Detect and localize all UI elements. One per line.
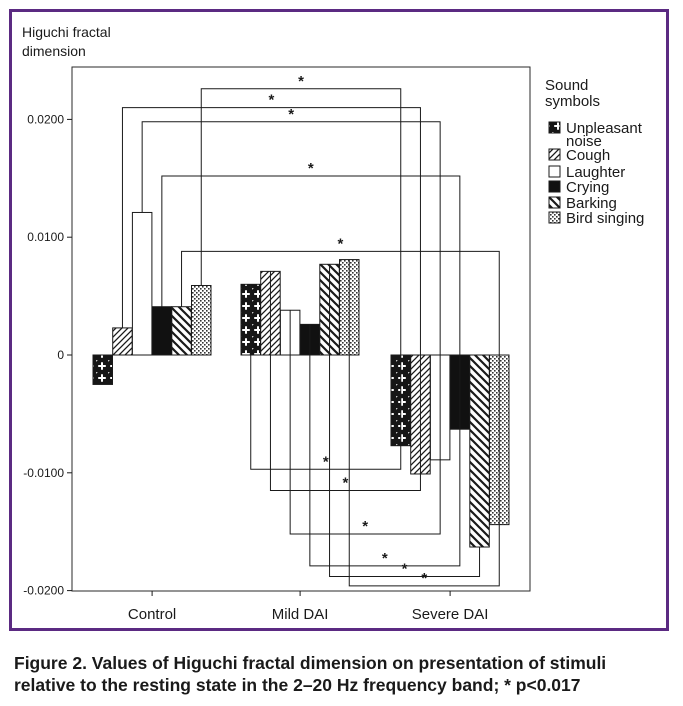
plot-area [71, 66, 531, 592]
significance-bracket [141, 121, 441, 460]
significance-bracket [329, 264, 481, 577]
y-axis-title-line-2: dimension [22, 43, 86, 59]
significance-bracket [161, 175, 461, 430]
legend: Sound symbols UnpleasantnoiseCoughLaught… [545, 77, 644, 227]
significance-bracket [200, 88, 402, 446]
significance-asterisk: * [382, 550, 388, 567]
significance-asterisk: * [402, 560, 408, 577]
bar [171, 306, 192, 356]
legend-label: Cough [566, 147, 610, 164]
legend-title-line-1: Sound [545, 77, 588, 94]
significance-bracket [289, 310, 441, 535]
y-tick-label: 0.0100 [27, 230, 64, 244]
significance-brackets: *********** [121, 73, 500, 587]
significance-asterisk: * [337, 235, 343, 252]
legend-label: Barking [566, 195, 617, 212]
legend-swatch [548, 180, 561, 193]
significance-bracket [250, 284, 402, 470]
bar [191, 284, 212, 356]
significance-asterisk: * [362, 518, 368, 535]
legend-label: noise [566, 133, 602, 150]
figure-caption: Figure 2. Values of Higuchi fractal dime… [14, 652, 679, 696]
legend-swatch [548, 165, 561, 178]
legend-label: Crying [566, 179, 609, 196]
x-axis: Control Mild DAI Severe DAI [128, 591, 489, 623]
significance-asterisk: * [308, 160, 314, 177]
y-axis-title-line-1: Higuchi fractal [22, 24, 111, 40]
significance-asterisk: * [421, 570, 427, 587]
bar [92, 354, 113, 385]
bar [469, 354, 490, 548]
caption-line-1: Figure 2. Values of Higuchi fractal dime… [14, 653, 607, 673]
legend-swatch [548, 148, 561, 161]
significance-asterisk: * [343, 474, 349, 491]
bar [112, 327, 133, 356]
y-tick-label: -0.0200 [23, 584, 64, 598]
legend-swatch [548, 121, 561, 134]
x-category-label: Severe DAI [412, 606, 489, 623]
significance-asterisk: * [298, 73, 304, 90]
significance-asterisk: * [288, 106, 294, 123]
significance-bracket [181, 250, 500, 525]
legend-title-line-2: symbols [545, 93, 600, 110]
legend-swatch [548, 196, 561, 209]
significance-bracket [269, 271, 421, 491]
bar [151, 306, 173, 356]
significance-asterisk: * [323, 453, 329, 470]
caption-line-2: relative to the resting state in the 2–2… [14, 675, 581, 695]
legend-label: Bird singing [566, 210, 644, 227]
significance-bracket [121, 107, 421, 474]
y-tick-label: -0.0100 [23, 466, 64, 480]
legend-swatch [548, 211, 561, 224]
y-tick-label: 0.0200 [27, 112, 64, 126]
bars [92, 211, 510, 548]
bar [131, 211, 153, 356]
y-tick-label: 0 [57, 348, 64, 362]
significance-bracket [348, 259, 500, 587]
significance-bracket [309, 324, 461, 567]
legend-label: Laughter [566, 164, 625, 181]
bar-chart: Higuchi fractal dimension 0.0200 0.0100 0 -… [22, 24, 644, 623]
x-category-label: Control [128, 606, 176, 623]
x-category-label: Mild DAI [272, 606, 329, 623]
legend-label: Unpleasant [566, 120, 643, 137]
significance-asterisk: * [269, 92, 275, 109]
y-axis: 0.0200 0.0100 0 -0.0100 -0.0200 [23, 112, 72, 598]
